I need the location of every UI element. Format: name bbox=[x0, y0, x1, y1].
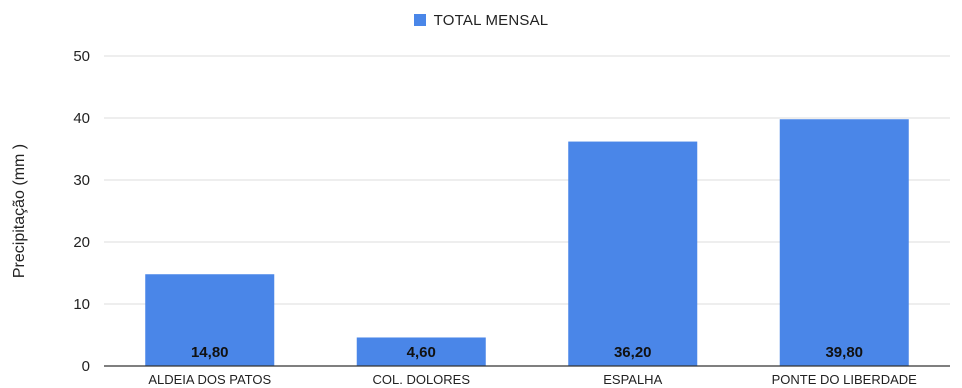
data-label: 4,60 bbox=[407, 344, 436, 361]
y-tick-label: 50 bbox=[73, 48, 90, 65]
data-label: 14,80 bbox=[191, 344, 229, 361]
bar bbox=[568, 141, 698, 366]
bar bbox=[356, 337, 486, 366]
chart-legend: TOTAL MENSAL bbox=[0, 8, 962, 32]
y-tick-label: 0 bbox=[82, 358, 90, 375]
legend-label: TOTAL MENSAL bbox=[433, 11, 549, 29]
x-tick-label: ESPALHA bbox=[603, 372, 662, 387]
x-tick-label: ALDEIA DOS PATOS bbox=[148, 372, 271, 387]
y-tick-label: 40 bbox=[73, 110, 90, 127]
y-tick-label: 20 bbox=[73, 234, 90, 251]
y-tick-label: 30 bbox=[73, 172, 90, 189]
y-axis-title: Precipitação (mm ) bbox=[11, 144, 28, 278]
x-tick-label: PONTE DO LIBERDADE bbox=[772, 372, 918, 387]
data-label: 39,80 bbox=[825, 344, 863, 361]
bar bbox=[779, 119, 909, 367]
legend-swatch bbox=[413, 14, 426, 26]
bar bbox=[145, 274, 275, 366]
data-label: 36,20 bbox=[614, 344, 652, 361]
y-tick-label: 10 bbox=[73, 296, 90, 313]
x-tick-label: COL. DOLORES bbox=[372, 372, 470, 387]
